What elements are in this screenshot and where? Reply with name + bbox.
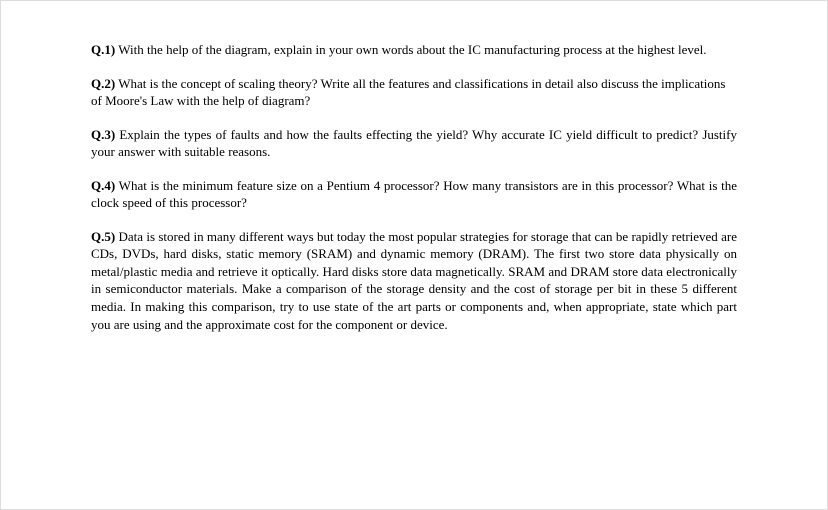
question-5-text: Data is stored in many different ways bu… <box>91 229 737 332</box>
question-3-label: Q.3) <box>91 127 115 142</box>
question-4: Q.4) What is the minimum feature size on… <box>91 177 737 212</box>
question-2-text: What is the concept of scaling theory? W… <box>91 76 725 109</box>
question-3: Q.3) Explain the types of faults and how… <box>91 126 737 161</box>
question-5-label: Q.5) <box>91 229 115 244</box>
question-1-text: With the help of the diagram, explain in… <box>115 42 706 57</box>
question-2-label: Q.2) <box>91 76 115 91</box>
question-4-text: What is the minimum feature size on a Pe… <box>91 178 737 211</box>
question-3-text: Explain the types of faults and how the … <box>91 127 737 160</box>
question-1: Q.1) With the help of the diagram, expla… <box>91 41 737 59</box>
question-2: Q.2) What is the concept of scaling theo… <box>91 75 737 110</box>
question-5: Q.5) Data is stored in many different wa… <box>91 228 737 333</box>
question-1-label: Q.1) <box>91 42 115 57</box>
question-4-label: Q.4) <box>91 178 115 193</box>
